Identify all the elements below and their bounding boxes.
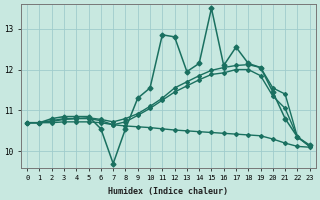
X-axis label: Humidex (Indice chaleur): Humidex (Indice chaleur) bbox=[108, 187, 228, 196]
